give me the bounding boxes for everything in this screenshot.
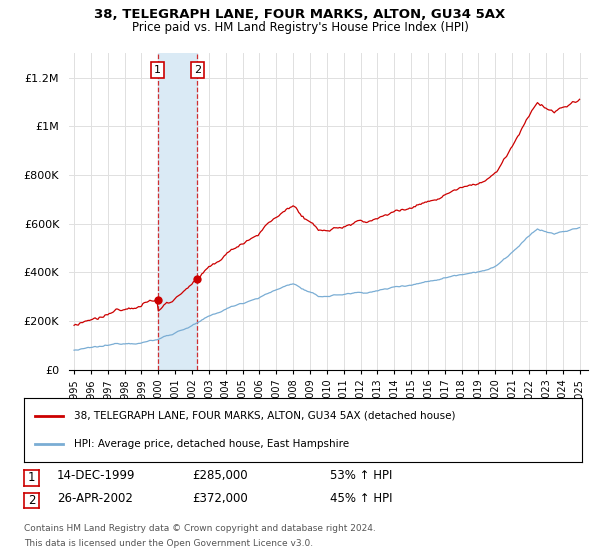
Bar bbox=[158, 53, 197, 370]
Text: 53% ↑ HPI: 53% ↑ HPI bbox=[330, 469, 392, 482]
Text: 38, TELEGRAPH LANE, FOUR MARKS, ALTON, GU34 5AX (detached house): 38, TELEGRAPH LANE, FOUR MARKS, ALTON, G… bbox=[74, 410, 456, 421]
Text: 2: 2 bbox=[28, 494, 35, 507]
Text: Price paid vs. HM Land Registry's House Price Index (HPI): Price paid vs. HM Land Registry's House … bbox=[131, 21, 469, 34]
Text: 1: 1 bbox=[28, 471, 35, 484]
Text: 1: 1 bbox=[154, 65, 161, 75]
Text: This data is licensed under the Open Government Licence v3.0.: This data is licensed under the Open Gov… bbox=[24, 539, 313, 548]
Text: Contains HM Land Registry data © Crown copyright and database right 2024.: Contains HM Land Registry data © Crown c… bbox=[24, 524, 376, 533]
Text: 38, TELEGRAPH LANE, FOUR MARKS, ALTON, GU34 5AX: 38, TELEGRAPH LANE, FOUR MARKS, ALTON, G… bbox=[94, 8, 506, 21]
Text: 45% ↑ HPI: 45% ↑ HPI bbox=[330, 492, 392, 505]
Text: 2: 2 bbox=[194, 65, 201, 75]
Text: £285,000: £285,000 bbox=[192, 469, 248, 482]
Text: 26-APR-2002: 26-APR-2002 bbox=[57, 492, 133, 505]
Text: 14-DEC-1999: 14-DEC-1999 bbox=[57, 469, 136, 482]
Text: £372,000: £372,000 bbox=[192, 492, 248, 505]
Text: HPI: Average price, detached house, East Hampshire: HPI: Average price, detached house, East… bbox=[74, 439, 349, 449]
